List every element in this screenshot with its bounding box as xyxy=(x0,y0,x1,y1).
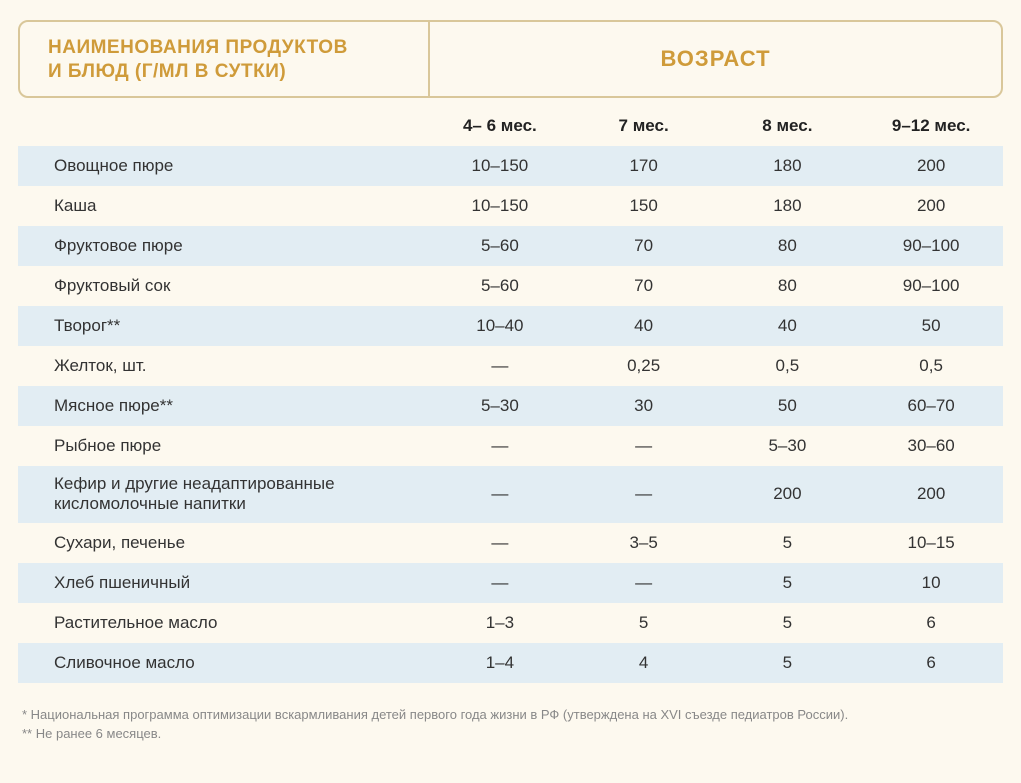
age-col-1: 7 мес. xyxy=(572,116,716,136)
cell-value: 180 xyxy=(716,196,860,216)
cell-value: 200 xyxy=(716,484,860,504)
cell-value: 200 xyxy=(859,484,1003,504)
header-right: ВОЗРАСТ xyxy=(430,22,1001,96)
cell-value: 5–30 xyxy=(428,396,572,416)
cell-value: 6 xyxy=(859,613,1003,633)
table-row: Каша10–150150180200 xyxy=(18,186,1003,226)
table-row: Фруктовый сок5–60708090–100 xyxy=(18,266,1003,306)
cell-value: 10 xyxy=(859,573,1003,593)
cell-value: — xyxy=(428,436,572,456)
cell-value: 0,5 xyxy=(716,356,860,376)
cell-value: 5–60 xyxy=(428,276,572,296)
cell-value: 200 xyxy=(859,196,1003,216)
cell-value: 180 xyxy=(716,156,860,176)
cell-value: 5 xyxy=(716,533,860,553)
product-name: Рыбное пюре xyxy=(18,428,428,464)
product-name: Мясное пюре** xyxy=(18,388,428,424)
subheader-empty xyxy=(18,116,428,136)
cell-value: 90–100 xyxy=(859,276,1003,296)
cell-value: 50 xyxy=(859,316,1003,336)
table-row: Растительное масло1–3556 xyxy=(18,603,1003,643)
header-left: НАИМЕНОВАНИЯ ПРОДУКТОВ И БЛЮД (Г/МЛ В СУ… xyxy=(20,22,430,96)
table-body: Овощное пюре10–150170180200Каша10–150150… xyxy=(18,146,1003,683)
cell-value: 6 xyxy=(859,653,1003,673)
table-row: Творог**10–40404050 xyxy=(18,306,1003,346)
cell-value: 170 xyxy=(572,156,716,176)
footnote-2: ** Не ранее 6 месяцев. xyxy=(22,724,1003,744)
cell-value: 90–100 xyxy=(859,236,1003,256)
cell-value: 4 xyxy=(572,653,716,673)
header-title-line2: И БЛЮД (Г/МЛ В СУТКИ) xyxy=(48,60,428,84)
cell-value: — xyxy=(428,484,572,504)
product-name: Фруктовый сок xyxy=(18,268,428,304)
cell-value: — xyxy=(572,436,716,456)
cell-value: 70 xyxy=(572,276,716,296)
cell-value: 5–30 xyxy=(716,436,860,456)
cell-value: 0,5 xyxy=(859,356,1003,376)
product-name: Кефир и другие неадаптированные кисломол… xyxy=(18,466,428,523)
cell-value: 50 xyxy=(716,396,860,416)
table-row: Сухари, печенье—3–5510–15 xyxy=(18,523,1003,563)
table-row: Овощное пюре10–150170180200 xyxy=(18,146,1003,186)
cell-value: 3–5 xyxy=(572,533,716,553)
product-name: Сухари, печенье xyxy=(18,525,428,561)
cell-value: — xyxy=(572,573,716,593)
product-name: Желток, шт. xyxy=(18,348,428,384)
table-row: Кефир и другие неадаптированные кисломол… xyxy=(18,466,1003,523)
cell-value: — xyxy=(572,484,716,504)
cell-value: 80 xyxy=(716,276,860,296)
cell-value: 30 xyxy=(572,396,716,416)
age-col-0: 4– 6 мес. xyxy=(428,116,572,136)
cell-value: 60–70 xyxy=(859,396,1003,416)
table-row: Фруктовое пюре5–60708090–100 xyxy=(18,226,1003,266)
cell-value: 10–150 xyxy=(428,196,572,216)
age-col-2: 8 мес. xyxy=(716,116,860,136)
cell-value: 10–15 xyxy=(859,533,1003,553)
table-row: Мясное пюре**5–30305060–70 xyxy=(18,386,1003,426)
cell-value: 5 xyxy=(716,653,860,673)
table-row: Хлеб пшеничный——510 xyxy=(18,563,1003,603)
header-title-line1: НАИМЕНОВАНИЯ ПРОДУКТОВ xyxy=(48,36,428,60)
table-row: Желток, шт.—0,250,50,5 xyxy=(18,346,1003,386)
cell-value: 5 xyxy=(716,613,860,633)
product-name: Овощное пюре xyxy=(18,148,428,184)
cell-value: 1–4 xyxy=(428,653,572,673)
cell-value: — xyxy=(428,533,572,553)
cell-value: 200 xyxy=(859,156,1003,176)
cell-value: — xyxy=(428,356,572,376)
cell-value: 5 xyxy=(716,573,860,593)
cell-value: 40 xyxy=(716,316,860,336)
cell-value: 150 xyxy=(572,196,716,216)
product-name: Каша xyxy=(18,188,428,224)
table-row: Сливочное масло1–4456 xyxy=(18,643,1003,683)
cell-value: 10–150 xyxy=(428,156,572,176)
cell-value: 1–3 xyxy=(428,613,572,633)
footnote-1: * Национальная программа оптимизации вск… xyxy=(22,705,1003,725)
cell-value: 30–60 xyxy=(859,436,1003,456)
cell-value: 5 xyxy=(572,613,716,633)
product-name: Растительное масло xyxy=(18,605,428,641)
cell-value: 80 xyxy=(716,236,860,256)
cell-value: 10–40 xyxy=(428,316,572,336)
age-col-3: 9–12 мес. xyxy=(859,116,1003,136)
table-row: Рыбное пюре——5–3030–60 xyxy=(18,426,1003,466)
cell-value: 5–60 xyxy=(428,236,572,256)
cell-value: — xyxy=(428,573,572,593)
product-name: Хлеб пшеничный xyxy=(18,565,428,601)
product-name: Творог** xyxy=(18,308,428,344)
footnotes: * Национальная программа оптимизации вск… xyxy=(18,705,1003,744)
cell-value: 40 xyxy=(572,316,716,336)
age-subheader: 4– 6 мес. 7 мес. 8 мес. 9–12 мес. xyxy=(18,116,1003,146)
table-header: НАИМЕНОВАНИЯ ПРОДУКТОВ И БЛЮД (Г/МЛ В СУ… xyxy=(18,20,1003,98)
product-name: Сливочное масло xyxy=(18,645,428,681)
header-age-title: ВОЗРАСТ xyxy=(660,46,770,72)
cell-value: 70 xyxy=(572,236,716,256)
cell-value: 0,25 xyxy=(572,356,716,376)
product-name: Фруктовое пюре xyxy=(18,228,428,264)
